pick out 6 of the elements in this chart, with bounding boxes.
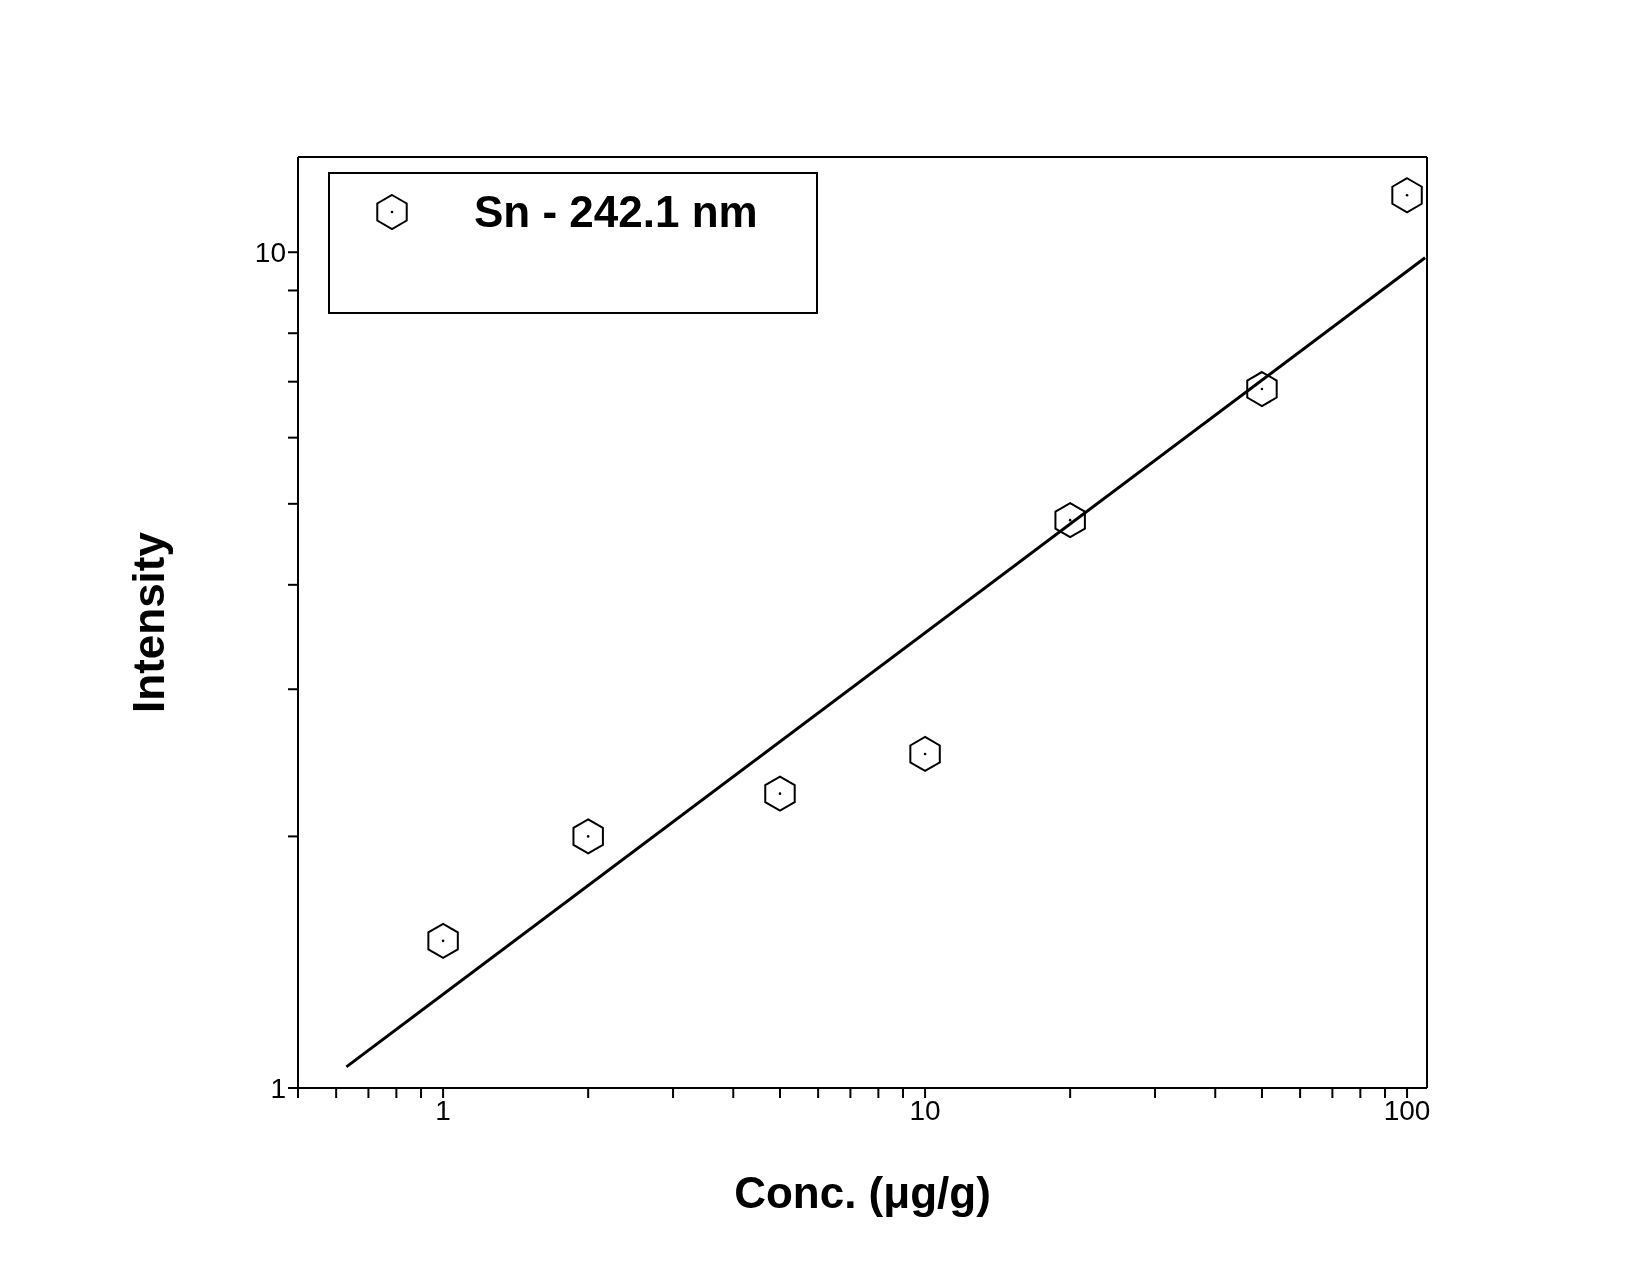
y-axis-title: Intensity <box>123 531 173 713</box>
x-tick-label: 1 <box>435 1094 451 1126</box>
legend-label: Sn - 242.1 nm <box>474 187 758 237</box>
x-tick-label: 100 <box>1383 1094 1431 1126</box>
x-axis-title: Conc. (μg/g) <box>734 1168 991 1217</box>
x-tick-label: 10 <box>909 1094 941 1126</box>
